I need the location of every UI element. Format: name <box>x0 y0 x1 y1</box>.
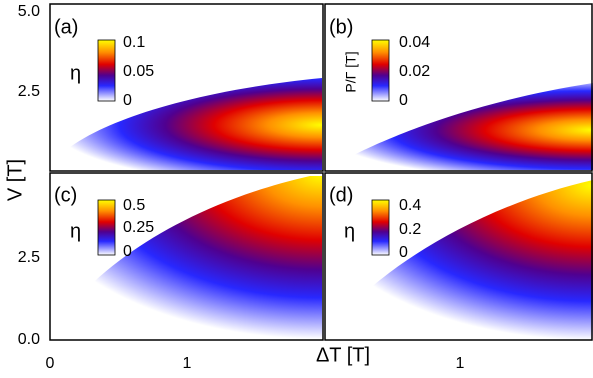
colorbar-tick: 0.25 <box>123 219 154 236</box>
colorbar <box>371 39 390 102</box>
colorbar-tick: 0 <box>123 92 132 109</box>
y-tick-label: 0.0 <box>18 331 40 348</box>
colorbar-tick: 0.4 <box>399 197 421 214</box>
colorbar <box>371 199 390 256</box>
panel-frame <box>324 172 593 341</box>
y-tick-label: 2.5 <box>18 249 40 266</box>
panel-frame <box>49 3 324 172</box>
y-tick-label: 2.5 <box>18 83 40 100</box>
colorbar <box>97 199 116 256</box>
colorbar-tick: 0.5 <box>123 197 145 214</box>
colorbar-tick: 0 <box>123 243 132 260</box>
panel-frame <box>49 172 324 341</box>
colorbar-tick: 0 <box>399 92 408 109</box>
colorbar-label: η <box>70 220 81 242</box>
x-axis-label: ΔT [T] <box>316 344 370 366</box>
colorbar-tick: 0.02 <box>399 63 430 80</box>
heatmap-c <box>50 176 322 340</box>
colorbar-tick: 0.1 <box>123 34 145 51</box>
y-axis-label: V [T] <box>4 159 26 201</box>
x-tick-label: 0 <box>46 355 55 372</box>
x-tick-label: 1 <box>183 355 192 372</box>
panel-label: (a) <box>54 16 78 38</box>
colorbar-label: η <box>70 62 81 84</box>
heatmap-a <box>50 78 322 170</box>
panel-label: (b) <box>329 16 353 38</box>
panel-label: (d) <box>329 184 353 206</box>
colorbar-label: P/Γ [T] <box>343 51 359 92</box>
panel-frame <box>324 3 593 172</box>
colorbar-tick: 0.2 <box>399 221 421 238</box>
colorbar <box>97 39 116 102</box>
colorbar-tick: 0.04 <box>399 34 430 51</box>
colorbar-label: η <box>344 220 355 242</box>
panel-label: (c) <box>54 184 77 206</box>
heatmap-d <box>326 180 593 340</box>
colorbar-tick: 0.05 <box>123 63 154 80</box>
y-tick-label: 5.0 <box>18 3 40 20</box>
heatmap-b <box>326 83 593 170</box>
colorbar-tick: 0 <box>399 244 408 261</box>
x-tick-label: 1 <box>456 355 465 372</box>
